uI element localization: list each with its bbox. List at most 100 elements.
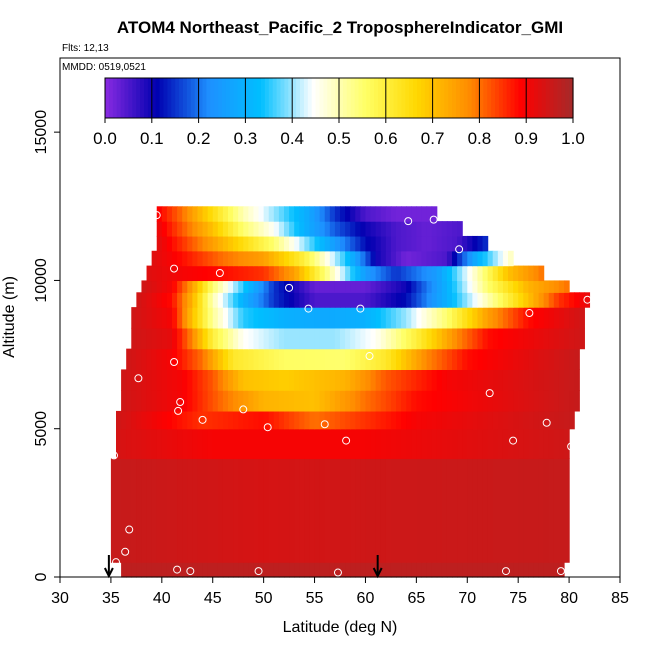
heatmap-cell (177, 292, 183, 308)
heatmap-cell (370, 221, 377, 237)
heatmap-cell (508, 250, 514, 267)
heatmap-cell (172, 390, 178, 412)
heatmap-cell (421, 265, 428, 282)
heatmap-cell (156, 428, 163, 459)
observation-point (174, 406, 183, 415)
heatmap-cell (513, 292, 519, 308)
heatmap-cell (365, 280, 372, 293)
heatmap-cell (528, 428, 535, 459)
heatmap-cell (528, 348, 535, 370)
heatmap-cell (156, 410, 163, 430)
observation-point (542, 418, 551, 427)
heatmap-cell (334, 410, 341, 430)
heatmap-cell (441, 250, 448, 267)
heatmap-cell (294, 280, 300, 293)
heatmap-cell (360, 410, 367, 430)
heatmap-cell (340, 206, 346, 222)
heatmap-cell (228, 280, 234, 293)
colorbar-segment (502, 78, 508, 118)
heatmap-cell (548, 390, 555, 412)
colorbar-segment (483, 78, 488, 118)
x-tick-label: 60 (357, 590, 375, 607)
heatmap-cell (441, 390, 448, 412)
heatmap-cell (268, 348, 275, 370)
heatmap-cell (156, 221, 163, 237)
heatmap-cell (212, 265, 219, 282)
heatmap-cell (192, 292, 199, 308)
heatmap-cell (253, 280, 260, 293)
heatmap-cell (380, 369, 387, 391)
heatmap-cell (248, 250, 255, 267)
heatmap-cell (278, 280, 285, 293)
heatmap-cell (197, 348, 204, 370)
heatmap-cell (355, 250, 361, 267)
heatmap-cell (406, 369, 412, 391)
y-axis-label: Altitude (m) (1, 276, 18, 358)
heatmap-cell (304, 369, 311, 391)
heatmap-cell (553, 562, 560, 578)
heatmap-cell (161, 292, 168, 308)
heatmap-cell (360, 292, 367, 308)
heatmap-cell (304, 292, 311, 308)
heatmap-cell (258, 410, 265, 430)
heatmap-cell (228, 221, 234, 237)
plot-frame (59, 57, 621, 578)
heatmap-cell (192, 280, 199, 293)
heatmap-cell (370, 292, 377, 308)
heatmap-cell (467, 390, 473, 412)
heatmap-cell (533, 428, 540, 459)
heatmap-cell (340, 390, 346, 412)
heatmap-cell (289, 206, 295, 222)
heatmap-cell (340, 235, 346, 252)
heatmap-cell (340, 410, 346, 430)
heatmap-cell (528, 280, 535, 293)
heatmap-cell (212, 307, 219, 329)
colorbar-segment (471, 78, 477, 118)
heatmap-cell (172, 369, 178, 391)
x-tick-label: 85 (611, 590, 629, 607)
heatmap-cell (492, 250, 499, 267)
heatmap-cell (156, 562, 163, 578)
heatmap-cell (243, 221, 249, 237)
heatmap-cell (482, 458, 489, 563)
heatmap-cell (436, 280, 443, 293)
heatmap-cell (334, 369, 341, 391)
heatmap-cell (574, 348, 580, 370)
heatmap-cell (278, 410, 285, 430)
heatmap-cell (564, 410, 570, 430)
heatmap-cell (309, 410, 316, 430)
heatmap-cell (467, 292, 473, 308)
heatmap-cell (462, 390, 468, 412)
heatmap-cell (548, 348, 555, 370)
heatmap-cell (228, 206, 234, 222)
observation-point (525, 309, 534, 318)
heatmap-cell (487, 280, 494, 293)
heatmap-cell (345, 250, 351, 267)
heatmap-cell (182, 327, 188, 350)
heatmap-cell (497, 307, 504, 329)
heatmap-cell (172, 235, 178, 252)
heatmap-cell (177, 458, 183, 563)
heatmap-cell (319, 221, 326, 237)
colorbar-segment (514, 78, 519, 118)
heatmap-cell (436, 221, 443, 237)
observation-point (152, 211, 161, 220)
heatmap-cell (187, 235, 193, 252)
heatmap-cell (452, 390, 458, 412)
heatmap-cell (390, 348, 397, 370)
heatmap-cell (426, 292, 433, 308)
heatmap-cell (273, 250, 280, 267)
heatmap-cell (441, 265, 448, 282)
heatmap-cell (365, 562, 372, 578)
heatmap-cell (441, 280, 448, 293)
heatmap-cell (243, 265, 249, 282)
heatmap-cell (355, 221, 361, 237)
heatmap-cell (202, 265, 209, 282)
heatmap-cell (319, 390, 326, 412)
heatmap-cell (238, 280, 244, 293)
heatmap-cell (172, 327, 178, 350)
heatmap-cell (156, 327, 163, 350)
heatmap-cell (462, 265, 468, 282)
heatmap-cell (487, 369, 494, 391)
colorbar-segment (261, 78, 266, 118)
